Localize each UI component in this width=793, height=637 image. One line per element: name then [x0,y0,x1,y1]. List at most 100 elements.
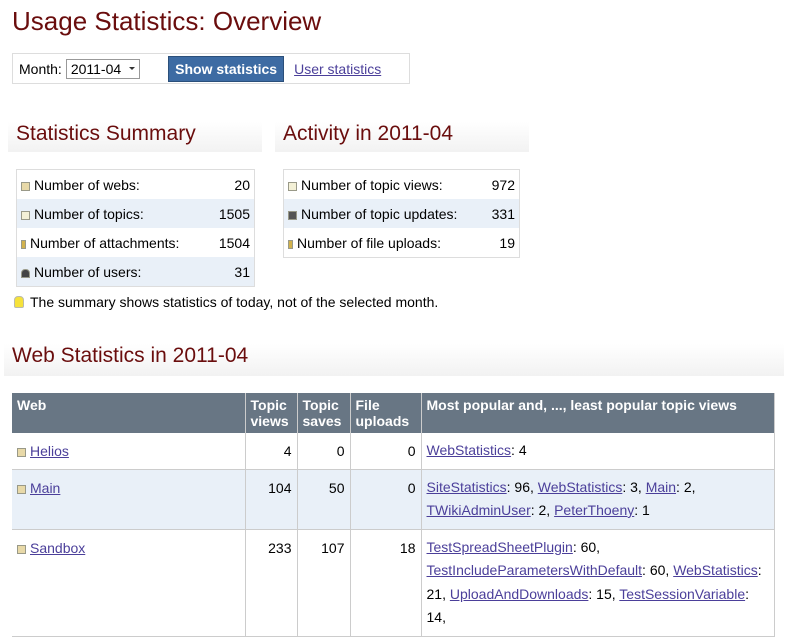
topic-count: : 60, [572,538,601,555]
stat-value: 1504 [218,234,250,251]
topic-link[interactable]: WebStatistics [537,478,623,495]
icon [288,181,297,191]
column-header: Topic saves [297,393,351,433]
stat-label: Number of topic updates: [301,205,458,222]
topic-count: : 2, [676,478,696,495]
topic-link[interactable]: TestIncludeParametersWithDefault [426,562,643,578]
activity-title: Activity in 2011-04 [275,122,529,152]
bulb-icon [14,296,24,308]
user-stats-link[interactable]: User statistics [294,60,382,77]
topic-count: : 21, [426,562,762,602]
topic-link[interactable]: UploadAndDownloads [449,585,589,602]
stat-value: 1505 [208,199,255,228]
web-uploads: 18 [350,529,422,637]
popular-cell: WebStatistics: 4 [421,433,775,470]
controls: Month: 2011-04 Show statistics User stat… [12,53,410,84]
folder-icon [17,448,26,457]
folder-icon [17,484,26,494]
topic-link[interactable]: TestSpreadSheetPlugin [426,538,573,555]
topic-link[interactable]: TWikiAdminUser [426,502,531,518]
popular-item: TestSpreadSheetPlugin: 60, [427,539,601,555]
popular-item: TWikiAdminUser: 2, [427,502,551,518]
page-title: Usage Statistics: Overview [12,6,322,36]
topic-link[interactable]: WebStatistics [426,442,512,458]
page: Usage Statistics {"header": {"title": "U… [0,0,793,618]
column-header: Web [12,393,246,433]
topic-count: : 3, [622,478,642,495]
web-cell: Helios [12,433,246,470]
stat-label-cell: Number of topic updates: [283,199,484,228]
column-header: File uploads [350,393,422,433]
stat-row: Number of attachments: 1504 [17,228,255,257]
web-row: Sandbox 233 107 18 TestSpreadSheetPlugin: 60… [12,529,775,637]
stat-label: Number of topic views: [301,176,443,193]
stat-label-cell: Number of attachments: [17,228,209,257]
web-saves: 0 [297,433,351,470]
page-body: Usage Statistics: Overview Month: 2011-0… [0,0,793,618]
stat-value: 31 [208,257,255,287]
stat-row: Number of topics: 1505 [16,199,255,228]
topic-link[interactable]: PeterThoeny [554,502,635,518]
topic-link[interactable]: WebStatistics [673,562,758,578]
stat-row: Number of topic updates: 331 [283,199,520,228]
stat-value: 19 [499,234,515,251]
web-views: 233 [245,529,298,637]
popular-item: SiteStatistics: 96, [427,479,534,495]
topic-count: : 96, [506,478,534,495]
stat-label-cell: Number of webs: [17,170,209,200]
icon [288,210,297,220]
activity-table: Number of topic views: 972 Number of topic… [283,169,520,258]
stat-label: Number of file uploads: [297,234,441,251]
note-text: The summary shows statistics of today, n… [30,294,439,310]
month-select[interactable]: 2011-04 [65,58,141,79]
icon [21,239,26,249]
stat-label-cell: Number of topic views: [284,170,484,200]
stat-label: Number of users: [34,263,142,280]
popular-cell: SiteStatistics: 96, WebStatistics: 3, Ma… [421,469,775,530]
web-link[interactable]: Sandbox [30,539,86,556]
stat-value: 20 [234,176,250,193]
topic-count: : 2, [530,502,551,518]
web-link[interactable]: Helios [30,443,69,459]
web-saves: 50 [297,469,351,530]
popular-item: WebStatistics: 4 [427,442,527,458]
popular-item: WebStatistics: 3, [538,479,642,495]
stat-label-cell: Number of topics: [16,199,209,228]
summary-table: Number of webs: 20 Number of topics: 1505 Nu… [16,169,255,287]
topic-link[interactable]: Main [645,478,677,495]
header-row: Web Topic views Topic saves File uploads Mos… [12,393,775,433]
stat-label-cell: Number of users: [16,257,209,287]
topic-count: : 60, [642,562,670,578]
popular-item: Main: 2, [646,479,696,495]
stat-label: Number of webs: [34,176,140,193]
stat-label: Number of topics: [34,205,144,222]
stat-value: 972 [491,176,515,193]
folder-icon [17,544,26,554]
stat-row: Number of webs: 20 [17,170,255,200]
web-stats-table: Web Topic views Topic saves File uploads Mos… [12,393,775,637]
topic-count: : 1 [634,502,650,518]
topic-link[interactable]: TestSessionVariable [619,585,746,602]
popular-item: TestSessionVariable: 14, [427,586,750,626]
web-cell: Sandbox [12,529,246,637]
column-header: Most popular and, ..., least popular top… [421,393,775,433]
topic-link[interactable]: SiteStatistics [426,478,507,495]
icon [21,268,30,278]
stat-label: Number of attachments: [30,234,180,251]
stat-row: Number of file uploads: 19 [284,228,520,258]
web-views: 4 [245,433,298,470]
icon [21,210,30,220]
web-views: 104 [245,469,298,530]
stat-row: Number of topic views: 972 [284,170,520,200]
icon [288,239,293,249]
note: The summary shows statistics of today, n… [14,294,438,310]
stat-value: 331 [483,199,520,228]
web-stats-title: Web Statistics in 2011-04 [4,344,784,376]
web-link[interactable]: Main [30,479,61,496]
show-button[interactable]: Show statistics [168,55,285,82]
column-header: Topic views [245,393,298,433]
stat-row: Number of users: 31 [16,257,255,287]
popular-item: TestIncludeParametersWithDefault: 60, [427,562,670,578]
month-label: Month: [19,60,62,77]
stat-label-cell: Number of file uploads: [284,228,484,258]
